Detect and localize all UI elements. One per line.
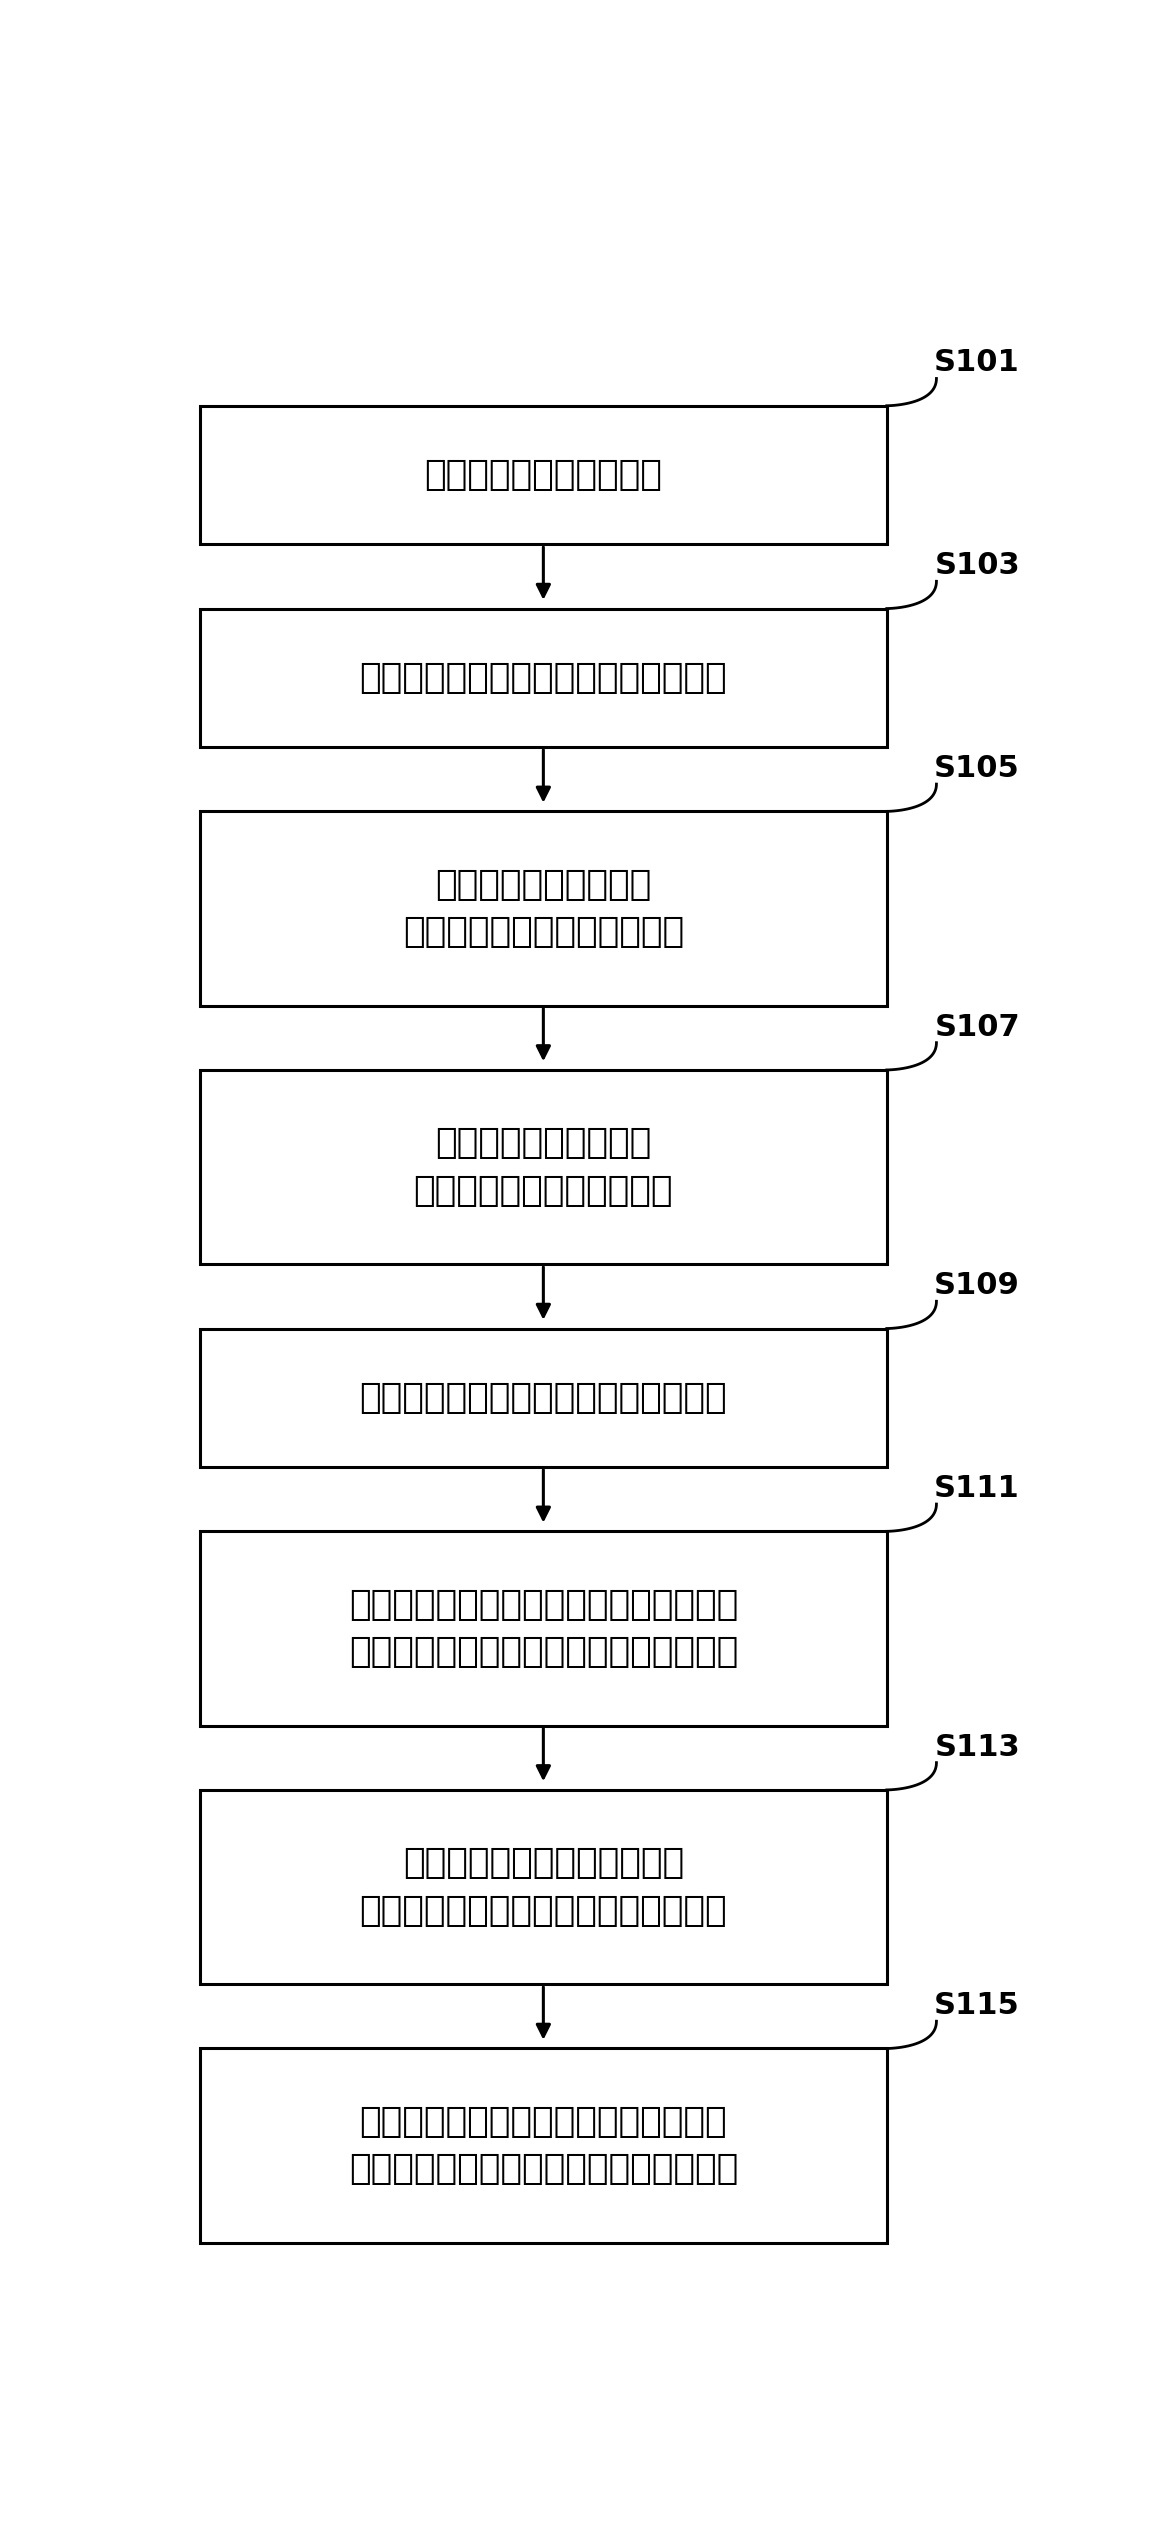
Text: S109: S109 [934,1271,1020,1301]
Text: S105: S105 [934,754,1020,782]
Text: S115: S115 [934,1992,1020,2020]
Bar [201,1789,887,1984]
Text: 形成覆盖所述第二栅绝缘层、
第二有源层和第二源漏极的层间绝缘层: 形成覆盖所述第二栅绝缘层、 第二有源层和第二源漏极的层间绝缘层 [359,1845,728,1929]
Bar [201,1329,887,1468]
Text: S103: S103 [934,552,1020,580]
Bar [201,2048,887,2242]
Text: S111: S111 [934,1473,1020,1503]
Text: 在所述第一有源层上形成第一栅绝缘层: 在所述第一有源层上形成第一栅绝缘层 [359,661,728,696]
Text: S101: S101 [934,349,1020,377]
Bar [201,1531,887,1726]
Text: 形成覆盖所述第一栅极
和第二栅极的第二栅绝缘层: 形成覆盖所述第一栅极 和第二栅极的第二栅绝缘层 [414,1126,673,1207]
Text: 在所述第一栅绝缘层上
同时形成第一栅极和第二栅极: 在所述第一栅绝缘层上 同时形成第一栅极和第二栅极 [402,868,684,949]
Bar [201,405,887,544]
Bar [201,607,887,747]
Bar [201,812,887,1005]
Text: 在所述第二栅绝缘层上形成第二有源层: 在所述第二栅绝缘层上形成第二有源层 [359,1382,728,1415]
Text: 在所述层间绝缘层上形成第一源漏极，
所述第一源漏极与所述第一有源层电连接: 在所述层间绝缘层上形成第一源漏极， 所述第一源漏极与所述第一有源层电连接 [349,2106,738,2187]
Text: 在衬底上形成第一有源层: 在衬底上形成第一有源层 [424,458,662,491]
Text: S113: S113 [934,1734,1020,1762]
Text: S107: S107 [934,1012,1020,1043]
Bar [201,1071,887,1266]
Text: 在所述第二栅绝缘层上形成第二源漏极，
所述第二源漏极与所述第二有源层电连接: 在所述第二栅绝缘层上形成第二源漏极， 所述第二源漏极与所述第二有源层电连接 [349,1587,738,1670]
